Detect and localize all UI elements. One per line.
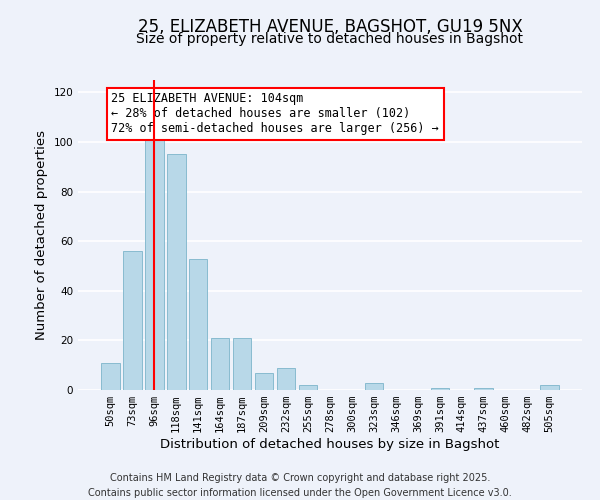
Bar xyxy=(101,362,119,390)
Bar xyxy=(299,385,317,390)
Bar xyxy=(277,368,295,390)
Bar xyxy=(233,338,251,390)
Bar xyxy=(255,372,274,390)
X-axis label: Distribution of detached houses by size in Bagshot: Distribution of detached houses by size … xyxy=(160,438,500,451)
Text: Contains HM Land Registry data © Crown copyright and database right 2025.
Contai: Contains HM Land Registry data © Crown c… xyxy=(88,472,512,498)
Text: 25 ELIZABETH AVENUE: 104sqm
← 28% of detached houses are smaller (102)
72% of se: 25 ELIZABETH AVENUE: 104sqm ← 28% of det… xyxy=(112,92,439,136)
Bar xyxy=(431,388,449,390)
Bar xyxy=(189,258,208,390)
Bar xyxy=(211,338,229,390)
Bar xyxy=(475,388,493,390)
Text: Size of property relative to detached houses in Bagshot: Size of property relative to detached ho… xyxy=(137,32,523,46)
Y-axis label: Number of detached properties: Number of detached properties xyxy=(35,130,48,340)
Bar xyxy=(541,385,559,390)
Bar xyxy=(167,154,185,390)
Bar xyxy=(145,140,164,390)
Bar xyxy=(365,382,383,390)
Bar xyxy=(123,251,142,390)
Text: 25, ELIZABETH AVENUE, BAGSHOT, GU19 5NX: 25, ELIZABETH AVENUE, BAGSHOT, GU19 5NX xyxy=(137,18,523,36)
